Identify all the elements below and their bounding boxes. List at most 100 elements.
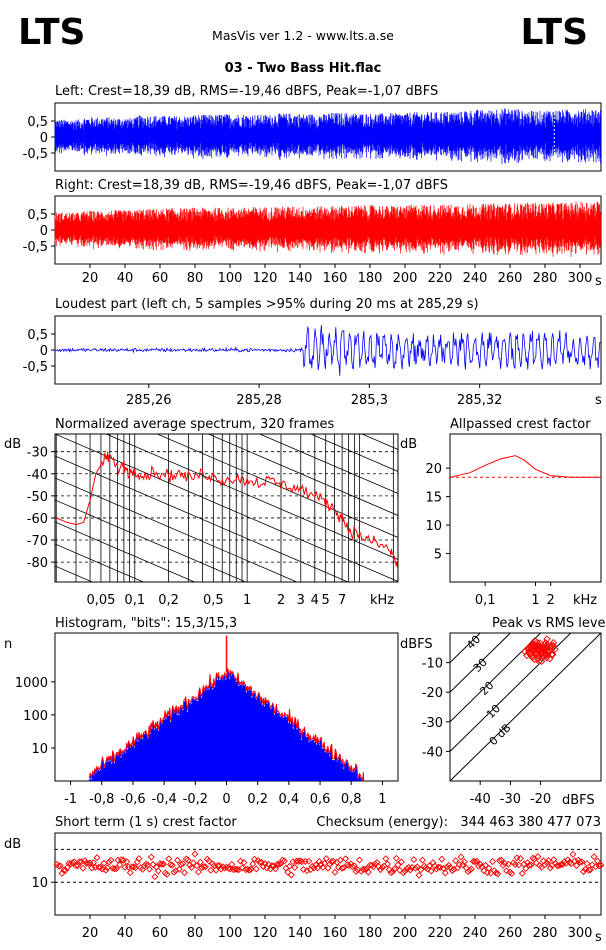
x-tick-label: 180 <box>358 271 383 286</box>
shortterm-point <box>90 859 97 867</box>
shortterm-point <box>151 873 159 881</box>
x-tick-label: 160 <box>323 271 348 286</box>
loudest-part-plot: 0,50-0,5 285,26 285,28 285,3 285,32 <box>23 315 602 408</box>
shortterm-point <box>256 858 264 866</box>
shortterm-point <box>452 857 460 865</box>
shortterm-point <box>188 863 195 871</box>
shortterm-point <box>228 860 236 868</box>
shortterm-point <box>438 855 446 863</box>
y-tick-label: 0,5 <box>27 328 48 343</box>
diagonal-label: 30 <box>471 656 490 675</box>
shortterm-point <box>445 861 453 869</box>
shortterm-point <box>291 864 299 871</box>
histogram-y-unit: n <box>4 637 12 652</box>
x-tick-label: 0 <box>222 792 230 807</box>
shortterm-point <box>312 861 320 869</box>
shortterm-point <box>546 864 554 872</box>
x-tick-label: 2 <box>277 593 285 608</box>
shortterm-point <box>480 867 488 875</box>
logo-right: LTS <box>521 12 588 53</box>
y-tick-label: -70 <box>27 534 48 549</box>
grid-slope <box>55 499 247 582</box>
x-tick-label: 80 <box>187 926 204 941</box>
shortterm-point <box>583 860 591 867</box>
spectrum-title: Normalized average spectrum, 320 frames <box>55 417 334 432</box>
y-tick-label: 0,5 <box>27 115 48 130</box>
loudest-trace <box>54 325 601 376</box>
shortterm-point <box>461 858 468 866</box>
shortterm-point <box>518 869 526 877</box>
shortterm-x-unit: s <box>595 930 602 945</box>
shortterm-point <box>585 866 593 874</box>
y-tick-label: -40 <box>422 745 443 760</box>
shortterm-point <box>111 865 118 873</box>
shortterm-point <box>350 862 358 870</box>
x-tick-label: 140 <box>288 926 313 941</box>
shortterm-point <box>247 865 255 873</box>
shortterm-point <box>272 865 279 873</box>
x-tick-label: 285,32 <box>457 393 503 408</box>
y-tick-label: 1000 <box>15 676 48 691</box>
x-tick-label: 4 <box>311 593 319 608</box>
x-tick-label: 1 <box>243 593 251 608</box>
peak-rms-point <box>526 650 534 659</box>
grid-slope <box>55 455 350 582</box>
x-tick-label: -40 <box>470 792 491 807</box>
shortterm-point <box>413 863 421 871</box>
y-tick-label: -50 <box>27 490 48 505</box>
spectrum-line <box>56 451 398 569</box>
x-tick-label: 240 <box>463 271 488 286</box>
shortterm-point <box>149 860 157 868</box>
peak-rms-point <box>523 651 531 660</box>
shortterm-point <box>305 857 313 865</box>
x-tick-label: 120 <box>253 926 278 941</box>
shortterm-point <box>415 871 423 879</box>
peak-rms-title: Peak vs RMS level <box>492 616 606 631</box>
x-tick-label: 120 <box>253 271 278 286</box>
shortterm-point <box>160 860 167 868</box>
shortterm-point <box>154 867 162 875</box>
shortterm-point <box>433 865 440 873</box>
x-tick-label: 0,4 <box>279 792 300 807</box>
x-tick-label: -1 <box>64 792 77 807</box>
shortterm-point <box>202 863 209 871</box>
x-tick-label: 0,8 <box>341 792 362 807</box>
shortterm-point <box>209 860 216 868</box>
shortterm-point <box>361 865 369 873</box>
peak-rms-point <box>543 635 551 643</box>
y-tick-label: 0 <box>40 131 48 146</box>
shortterm-point <box>590 853 598 861</box>
x-tick-label: 60 <box>152 926 169 941</box>
shortterm-point <box>196 858 204 866</box>
shortterm-point <box>76 858 83 866</box>
shortterm-point <box>214 862 222 869</box>
x-tick-label: 40 <box>117 271 134 286</box>
shortterm-point <box>597 861 605 869</box>
y-tick-label: -10 <box>422 657 443 672</box>
shortterm-point <box>427 867 435 875</box>
grid-slope <box>55 477 298 582</box>
crest-factor-plot: 20 15 10 5 0,1 1 2 <box>425 433 602 608</box>
histogram-title: Histogram, "bits": 15,3/15,3 <box>55 616 237 631</box>
shortterm-point <box>200 863 208 870</box>
shortterm-points <box>53 850 605 881</box>
x-tick-label: -30 <box>500 792 521 807</box>
x-tick-label: 300 <box>568 926 593 941</box>
shortterm-point <box>398 858 405 866</box>
shortterm-point <box>123 858 131 866</box>
shortterm-point <box>394 861 402 869</box>
shortterm-point <box>286 862 293 870</box>
x-tick-label: 40 <box>117 926 134 941</box>
shortterm-point <box>321 859 328 867</box>
y-tick-label: 15 <box>425 491 442 506</box>
shortterm-point <box>485 864 493 872</box>
y-tick-label: 10 <box>31 876 48 891</box>
shortterm-point <box>578 858 586 866</box>
shortterm-point <box>382 855 390 863</box>
x-tick-label: -0,6 <box>120 792 145 807</box>
shortterm-point <box>104 864 111 872</box>
x-tick-label: 260 <box>498 271 523 286</box>
crest-diagonal <box>450 633 542 723</box>
shortterm-point <box>499 861 507 869</box>
crest-diagonal <box>450 633 572 753</box>
